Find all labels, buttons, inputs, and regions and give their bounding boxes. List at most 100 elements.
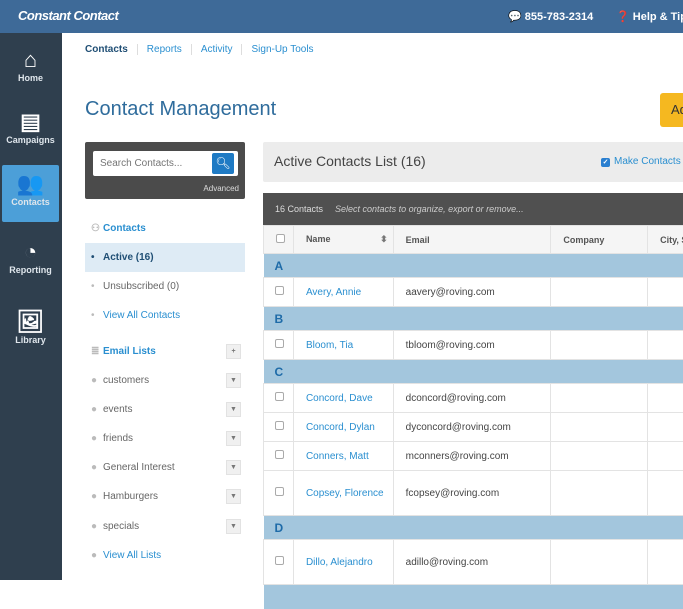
chevron-down-icon[interactable]: ▼ bbox=[226, 431, 241, 446]
search-button[interactable]: 🔍︎ bbox=[212, 153, 234, 174]
list-label: Hamburgers bbox=[103, 491, 158, 502]
tab-activity[interactable]: Activity bbox=[191, 44, 242, 55]
tab-sign-up-tools[interactable]: Sign-Up Tools bbox=[241, 44, 322, 55]
contact-name[interactable]: Avery, Annie bbox=[293, 278, 393, 307]
help-link[interactable]: ❓ Help & Tips bbox=[616, 10, 683, 23]
select-all-cell bbox=[264, 226, 294, 254]
tab-reports[interactable]: Reports bbox=[137, 44, 191, 55]
email-list-item[interactable]: ● customers ▼ bbox=[85, 366, 245, 395]
bullet: ● bbox=[91, 482, 97, 511]
sidebar-label: Campaigns bbox=[6, 135, 55, 145]
email-list-item[interactable]: ●specials▼ bbox=[85, 512, 245, 541]
chevron-down-icon[interactable]: ▼ bbox=[226, 460, 241, 475]
sidebar-item-campaigns[interactable]: ▤Campaigns bbox=[2, 103, 59, 160]
contact-name[interactable]: Concord, Dylan bbox=[293, 413, 393, 442]
add-contacts-button[interactable]: Ad bbox=[660, 93, 683, 127]
column-city[interactable]: City, S bbox=[648, 226, 683, 254]
chevron-down-icon[interactable]: ▼ bbox=[226, 519, 241, 534]
contact-name[interactable]: Dillo, Alejandro bbox=[293, 540, 393, 585]
group-letter: A bbox=[264, 254, 683, 278]
contact-name[interactable]: Concord, Dave bbox=[293, 384, 393, 413]
sidebar-item-home[interactable]: ⌂Home bbox=[2, 41, 59, 98]
row-checkbox[interactable] bbox=[275, 286, 284, 295]
email-list-item[interactable]: ●General Interest▼ bbox=[85, 453, 245, 482]
contact-name[interactable]: Copsey, Florence bbox=[293, 471, 393, 516]
row-select-cell bbox=[264, 384, 294, 413]
select-all-checkbox[interactable] bbox=[276, 234, 285, 243]
contact-city bbox=[648, 471, 683, 516]
contact-name[interactable]: Conners, Matt bbox=[293, 442, 393, 471]
filter-label: Unsubscribed (0) bbox=[103, 281, 179, 292]
group-row: B bbox=[264, 307, 683, 331]
list-header: Active Contacts List (16) ✓Make Contacts bbox=[263, 142, 683, 182]
view-all-contacts-link[interactable]: •View All Contacts bbox=[85, 301, 245, 330]
sort-icon[interactable]: ⬍ bbox=[380, 234, 388, 245]
list-icon: ≣ bbox=[91, 337, 99, 366]
filter-active[interactable]: •Active (16) bbox=[85, 243, 245, 272]
image-library-icon: 🖼 bbox=[2, 309, 59, 335]
add-list-button[interactable]: + bbox=[226, 344, 241, 359]
row-checkbox[interactable] bbox=[275, 487, 284, 496]
email-list-item[interactable]: ● Hamburgers ▼ bbox=[85, 482, 245, 511]
bullet: ● bbox=[91, 453, 97, 482]
bullet: • bbox=[91, 301, 95, 330]
page-title: Contact Management bbox=[85, 98, 276, 121]
bullet: ● bbox=[91, 366, 97, 395]
group-letter: C bbox=[264, 360, 683, 384]
email-lists-heading[interactable]: ≣Email Lists+ bbox=[85, 337, 245, 366]
contact-name[interactable]: Bloom, Tia bbox=[293, 331, 393, 360]
row-checkbox[interactable] bbox=[275, 339, 284, 348]
contact-email: fcopsey@roving.com bbox=[393, 471, 551, 516]
make-contacts-checkbox[interactable]: ✓Make Contacts bbox=[601, 156, 681, 167]
sidebar-label: Library bbox=[15, 335, 46, 345]
email-list-item[interactable]: ●friends▼ bbox=[85, 424, 245, 453]
contact-email: mconners@roving.com bbox=[393, 442, 551, 471]
email-list-item[interactable]: ●events▼ bbox=[85, 395, 245, 424]
chevron-down-icon[interactable]: ▼ bbox=[226, 373, 241, 388]
row-checkbox[interactable] bbox=[275, 556, 284, 565]
sidebar-label: Contacts bbox=[11, 197, 50, 207]
contact-city bbox=[648, 331, 683, 360]
contact-city bbox=[648, 442, 683, 471]
contact-city bbox=[648, 278, 683, 307]
column-label: Name bbox=[306, 234, 331, 244]
search-panel: 🔍︎ Advanced bbox=[85, 142, 245, 199]
column-name[interactable]: Name ⬍ bbox=[293, 226, 393, 254]
column-company[interactable]: Company bbox=[551, 226, 648, 254]
top-bar: Constant Contact 💬 855-783-2314 ❓ Help &… bbox=[0, 0, 683, 33]
row-checkbox[interactable] bbox=[275, 450, 284, 459]
bullet: ● bbox=[91, 395, 97, 424]
sidebar-label: Reporting bbox=[9, 265, 52, 275]
view-all-lists-link[interactable]: ●View All Lists bbox=[85, 541, 245, 570]
chevron-down-icon[interactable]: ▼ bbox=[226, 489, 241, 504]
contacts-heading[interactable]: ⚇Contacts bbox=[85, 214, 245, 243]
chevron-down-icon[interactable]: ▼ bbox=[226, 402, 241, 417]
tab-contacts[interactable]: Contacts bbox=[85, 44, 137, 55]
contact-email: aavery@roving.com bbox=[393, 278, 551, 307]
row-select-cell bbox=[264, 413, 294, 442]
row-checkbox[interactable] bbox=[275, 392, 284, 401]
link-label: View All Lists bbox=[103, 550, 161, 561]
checkbox-checked-icon: ✓ bbox=[601, 158, 610, 167]
row-checkbox[interactable] bbox=[275, 421, 284, 430]
advanced-search-link[interactable]: Advanced bbox=[203, 184, 239, 193]
group-letter bbox=[264, 585, 683, 609]
column-email[interactable]: Email bbox=[393, 226, 551, 254]
sidebar-item-library[interactable]: 🖼Library bbox=[2, 303, 59, 360]
logo[interactable]: Constant Contact bbox=[18, 8, 118, 23]
sidebar-item-contacts[interactable]: 👥Contacts bbox=[2, 165, 59, 222]
sidebar-item-reporting[interactable]: ◔Reporting bbox=[2, 233, 59, 290]
list-label: customers bbox=[103, 375, 149, 386]
contact-city bbox=[648, 540, 683, 585]
filter-unsubscribed[interactable]: •Unsubscribed (0) bbox=[85, 272, 245, 301]
contact-company bbox=[551, 384, 648, 413]
